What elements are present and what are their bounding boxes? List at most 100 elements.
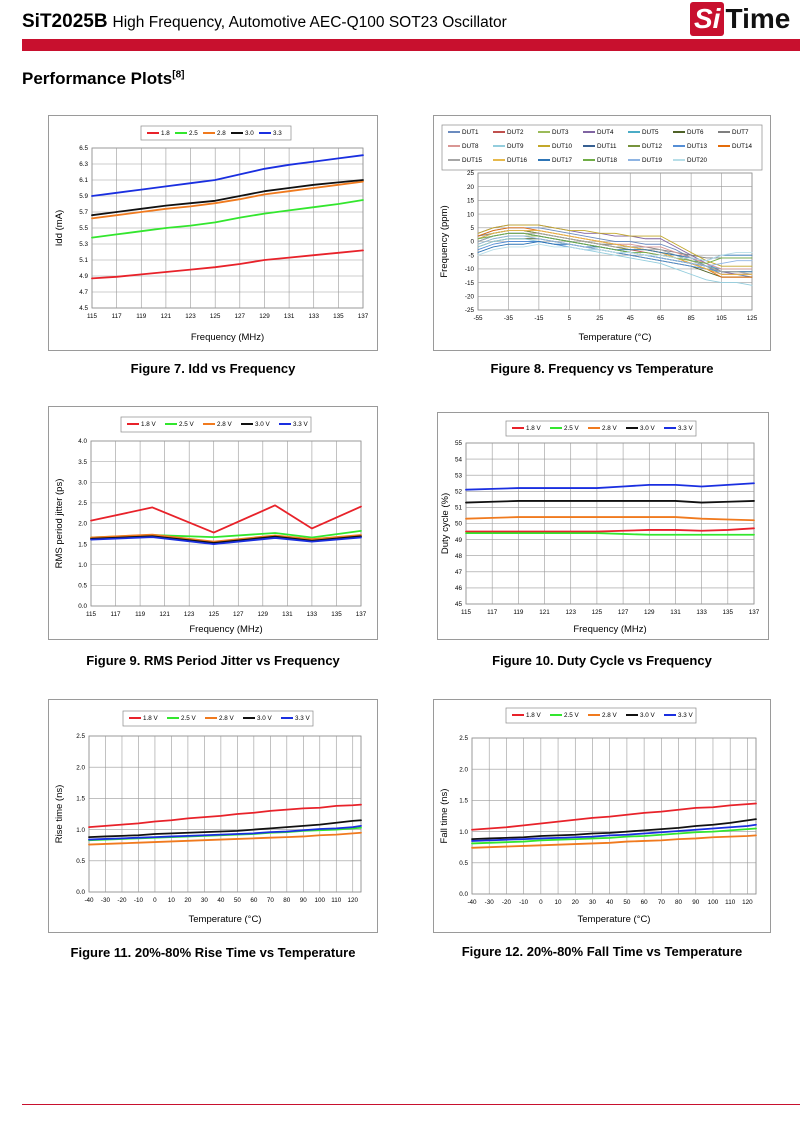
fig8-xtick-label: 45: [627, 315, 635, 322]
fig11-xtick-label: 90: [300, 897, 308, 904]
fig9-legend-label: 1.8 V: [141, 421, 157, 428]
chart-fig12: -40 -30 -20 -10 0 10 20 30 40 50 60 70 80 90 100 110 120…: [433, 699, 771, 933]
fig8-ytick-label: 25: [467, 170, 475, 177]
chart-fig11: -40 -30 -20 -10 0 10 20 30 40 50 60 70 80 90 100 110 120…: [48, 699, 378, 933]
fig11-xtick-label: 80: [283, 897, 291, 904]
fig9-legend-label: 3.3 V: [293, 421, 309, 428]
caption-fig8: Figure 8. Frequency vs Temperature: [490, 361, 714, 376]
fig12-xtick-label: -30: [485, 899, 495, 906]
fig12-xtick-label: 10: [555, 899, 563, 906]
fig12-xtick-label: 100: [708, 899, 719, 906]
fig8-ytick-label: -10: [465, 266, 475, 273]
fig7-xtick-label: 127: [235, 313, 246, 320]
fig11-series-3-3-V: [88, 824, 362, 841]
fig11-xtick-label: 20: [184, 897, 192, 904]
fig11-xlabel: Temperature (°C): [189, 914, 262, 925]
fig9-ytick-label: 0.0: [78, 603, 87, 610]
fig12-xtick-label: 50: [623, 899, 631, 906]
fig10-ytick-label: 50: [455, 521, 463, 528]
fig12-ylabel: Fall time (ns): [439, 789, 450, 844]
fig9-xtick-label: 131: [282, 611, 293, 618]
fig8-ytick-label: -5: [468, 252, 474, 259]
section-title: Performance Plots[8]: [22, 69, 184, 89]
fig8-ytick-label: -15: [465, 280, 475, 287]
fig8-legend-label: DUT4: [597, 129, 614, 136]
fig10-ytick-label: 53: [455, 472, 463, 479]
caption-fig9: Figure 9. RMS Period Jitter vs Frequency: [86, 653, 340, 668]
fig9-legend-box: [120, 416, 312, 433]
fig9-xtick-label: 121: [159, 611, 170, 618]
fig11-ytick-label: 2.0: [76, 764, 85, 771]
fig9-legend-label: 2.5 V: [179, 421, 195, 428]
fig11-legend-label: 3.3 V: [295, 715, 311, 722]
fig12-ytick-label: 0.5: [459, 860, 468, 867]
fig8-series-DUT18: [477, 232, 753, 264]
fig8-legend-label: DUT19: [642, 157, 662, 164]
fig11-xtick-label: 0: [153, 897, 157, 904]
fig9-series-3-3-V: [90, 536, 362, 546]
fig7-legend-label: 2.5: [189, 130, 198, 137]
fig8-series-DUT20: [477, 243, 753, 262]
caption-fig7: Figure 7. Idd vs Frequency: [130, 361, 296, 376]
fig8-legend-label: DUT1: [462, 129, 479, 136]
fig9-ytick-label: 4.0: [78, 438, 87, 445]
fig11-ytick-label: 0.0: [76, 889, 85, 896]
fig7-xtick-label: 123: [185, 313, 196, 320]
fig12-xtick-label: 90: [692, 899, 700, 906]
fig8-ytick-label: -20: [465, 294, 475, 301]
chart-fig9-svg: 115 117 119 121 123 125 127 129 131 133 135 137 0.0 0…: [54, 416, 367, 635]
fig10-xtick-label: 131: [670, 609, 681, 616]
fig9-xtick-label: 119: [135, 611, 146, 618]
fig11-ytick-label: 2.5: [76, 733, 85, 740]
fig7-legend-label: 2.8: [217, 130, 226, 137]
fig9-ytick-label: 1.5: [78, 541, 87, 548]
chart-fig8: -55 -35 -15 5 25 45 65 85 105 125 -25 -20 -15 -10 -5 0 5…: [433, 115, 771, 351]
fig9-ylabel: RMS period jitter (ps): [54, 479, 65, 569]
fig7-xtick-label: 137: [358, 313, 369, 320]
section-note: [8]: [172, 69, 185, 81]
fig9-series-2-8-V: [90, 533, 362, 543]
fig7-xtick-label: 125: [210, 313, 221, 320]
fig12-xtick-label: 70: [658, 899, 666, 906]
fig7-xtick-label: 129: [259, 313, 270, 320]
fig7-series-3-3: [91, 154, 364, 197]
fig12-series-3-0-V: [471, 818, 757, 840]
fig8-legend-label: DUT3: [552, 129, 569, 136]
fig8-legend-label: DUT5: [642, 129, 659, 136]
fig8-legend-label: DUT12: [642, 143, 662, 150]
fig8-xtick-label: -15: [534, 315, 544, 322]
fig7-xtick-label: 133: [308, 313, 319, 320]
fig12-ytick-label: 2.5: [459, 735, 468, 742]
fig10-ylabel: Duty cycle (%): [440, 493, 451, 554]
fig8-legend-label: DUT18: [597, 157, 617, 164]
fig7-ylabel: Idd (mA): [54, 210, 65, 246]
fig9-legend-label: 2.8 V: [217, 421, 233, 428]
caption-fig12: Figure 12. 20%-80% Fall Time vs Temperat…: [461, 944, 743, 959]
fig12-ytick-label: 0.0: [459, 891, 468, 898]
fig11-xtick-label: 30: [201, 897, 209, 904]
fig7-ytick-label: 6.1: [79, 177, 88, 184]
fig12-legend-label: 3.0 V: [640, 712, 656, 719]
fig8-series-DUT9: [477, 238, 753, 286]
fig12-series-2-5-V: [471, 827, 757, 845]
fig8-legend-label: DUT6: [687, 129, 704, 136]
part-description: High Frequency, Automotive AEC-Q100 SOT2…: [112, 14, 507, 31]
fig7-legend-label: 3.0: [245, 130, 254, 137]
fig11-ytick-label: 1.0: [76, 827, 85, 834]
fig12-legend-label: 3.3 V: [678, 712, 694, 719]
fig8-legend-label: DUT10: [552, 143, 572, 150]
fig11-xtick-label: -30: [101, 897, 111, 904]
chart-fig10: 115 117 119 121 123 125 127 129 131 133 135 137 45 46…: [437, 412, 769, 640]
chart-fig7: 115 117 119 121 123 125 127 129 131 133 135 137 4.5 4…: [48, 115, 378, 351]
fig11-series-1-8-V: [88, 803, 362, 828]
fig10-series-2-8-V: [465, 516, 755, 522]
footer-line: [22, 1104, 800, 1105]
fig8-legend-label: DUT2: [507, 129, 524, 136]
fig11-legend-label: 1.8 V: [143, 715, 159, 722]
fig8-xtick-label: 65: [657, 315, 665, 322]
caption-fig11: Figure 11. 20%-80% Rise Time vs Temperat…: [70, 945, 356, 960]
fig11-legend-label: 2.5 V: [181, 715, 197, 722]
caption-fig10: Figure 10. Duty Cycle vs Frequency: [492, 653, 712, 668]
fig12-xtick-label: 30: [589, 899, 597, 906]
fig9-ytick-label: 1.0: [78, 562, 87, 569]
